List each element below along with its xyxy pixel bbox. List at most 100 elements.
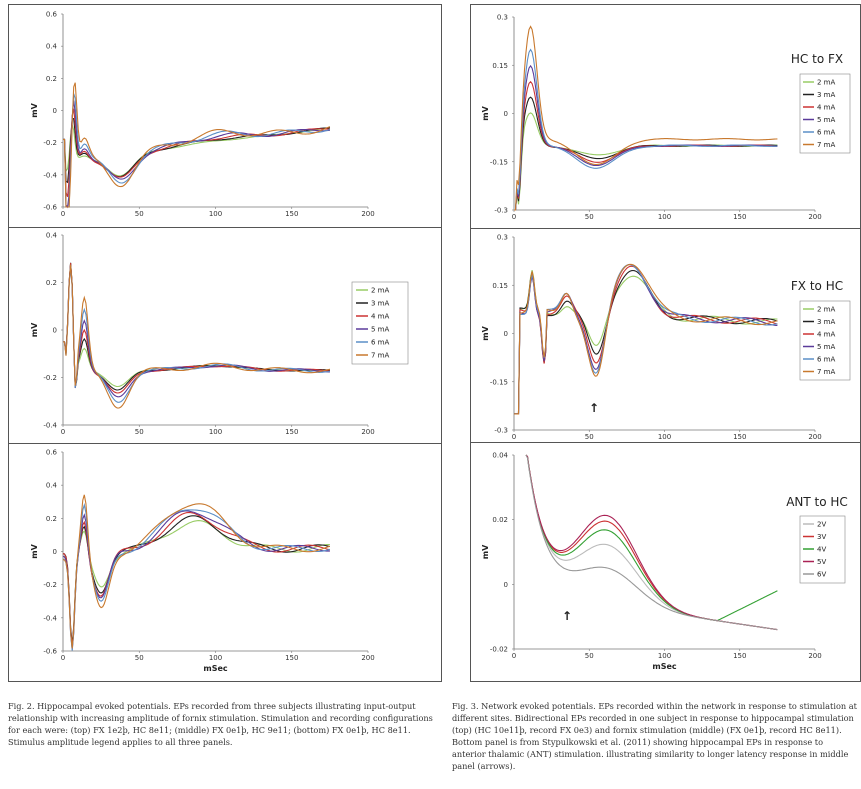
x-tick-label: 200	[808, 213, 821, 221]
arrow-annotation: ↑	[562, 609, 572, 623]
y-axis-label: mV	[30, 102, 39, 117]
legend-label: 7 mA	[371, 352, 389, 360]
y-tick-label: 0.2	[46, 279, 57, 287]
series-line-3ma	[514, 269, 778, 415]
legend-label: 3V	[817, 533, 826, 541]
legend-label: 3 mA	[371, 300, 389, 308]
y-tick-label: 0.04	[492, 452, 508, 460]
fig3-caption: Fig. 3. Network evoked potentials. EPs r…	[452, 700, 857, 772]
panel-title: ANT to HC	[786, 495, 848, 509]
series-line-6ma	[514, 264, 778, 415]
fig3-frame	[470, 4, 861, 682]
series-line-6ma	[514, 48, 778, 211]
fig2-separator-1	[8, 227, 442, 228]
x-tick-label: 50	[585, 213, 594, 221]
y-tick-label: 0.15	[492, 62, 508, 70]
y-tick-label: 0.3	[497, 234, 508, 242]
y-axis-label: mV	[481, 105, 490, 120]
legend-label: 3 mA	[817, 318, 835, 326]
legend-label: 6 mA	[817, 129, 835, 137]
legend-label: 2 mA	[817, 306, 835, 314]
y-tick-label: 0.02	[492, 516, 508, 524]
fig3-separator-2	[470, 442, 861, 443]
series-line-v5	[525, 454, 778, 631]
x-tick-label: 100	[658, 433, 671, 441]
panel-title: FX to HC	[791, 279, 843, 293]
y-axis-label: mV	[481, 544, 490, 559]
series-line-v3	[525, 454, 778, 631]
x-tick-label: 0	[61, 654, 65, 662]
x-tick-label: 150	[285, 210, 298, 218]
x-tick-label: 150	[733, 213, 746, 221]
legend-label: 5 mA	[817, 116, 835, 124]
series-line-v6	[525, 454, 778, 631]
y-tick-label: 0.2	[46, 515, 57, 523]
series-line-7ma	[63, 82, 331, 208]
series-line-7ma	[514, 25, 778, 211]
y-axis-label: mV	[30, 322, 39, 337]
x-tick-label: 0	[61, 210, 65, 218]
y-tick-label: -0.2	[43, 139, 57, 147]
x-axis-label: mSec	[203, 664, 228, 673]
series-line-4ma	[63, 263, 330, 394]
y-tick-label: 0.2	[46, 75, 57, 83]
x-tick-label: 50	[585, 433, 594, 441]
fig2-separator-2	[8, 443, 442, 444]
x-tick-label: 50	[135, 654, 144, 662]
y-tick-label: 0	[53, 548, 57, 556]
y-tick-label: 0.4	[46, 482, 58, 490]
y-tick-label: -0.3	[494, 427, 508, 435]
legend-label: 3 mA	[817, 91, 835, 99]
series-line-2ma	[514, 112, 778, 211]
y-tick-label: 0.4	[46, 43, 58, 51]
series-line-5ma	[63, 100, 330, 209]
series-line-2ma	[514, 269, 778, 415]
series-line-4ma	[62, 511, 331, 647]
legend-label: 4 mA	[817, 104, 835, 112]
series-line-5ma	[514, 64, 778, 211]
x-tick-label: 200	[361, 210, 374, 218]
x-tick-label: 200	[808, 433, 821, 441]
y-tick-label: -0.02	[490, 646, 508, 654]
y-tick-label: 0	[53, 327, 57, 335]
y-tick-label: -0.2	[43, 374, 57, 382]
series-line-5ma	[62, 510, 330, 650]
legend-label: 2 mA	[371, 287, 389, 295]
fig2-caption-label: Fig. 2.	[8, 701, 35, 711]
legend-label: 4 mA	[817, 331, 835, 339]
y-tick-label: 0	[504, 110, 508, 118]
series-line-4ma	[514, 265, 778, 415]
y-tick-label: -0.6	[43, 648, 57, 656]
series-line-2ma	[63, 124, 330, 177]
x-tick-label: 0	[512, 433, 516, 441]
series-line-3ma	[62, 515, 331, 645]
arrow-annotation: ↑	[589, 401, 599, 415]
x-tick-label: 200	[361, 654, 374, 662]
panel-title: HC to FX	[791, 52, 843, 66]
legend-label: 6V	[817, 571, 826, 579]
fig3-caption-label: Fig. 3.	[452, 701, 479, 711]
fig2-caption-text: Hippocampal evoked potentials. EPs recor…	[8, 701, 433, 747]
series-line-5ma	[514, 263, 778, 415]
legend-box	[351, 281, 409, 365]
x-tick-label: 0	[512, 213, 516, 221]
series-line-4ma	[514, 80, 778, 211]
y-tick-label: -0.4	[43, 422, 57, 430]
series-line-7ma	[63, 264, 331, 409]
x-tick-label: 50	[135, 428, 144, 436]
x-tick-label: 150	[733, 433, 746, 441]
x-tick-label: 100	[658, 213, 671, 221]
y-tick-label: 0.6	[46, 449, 58, 457]
y-tick-label: 0.15	[492, 282, 508, 290]
series-line-3ma	[63, 118, 330, 184]
series-line-7ma	[514, 263, 778, 415]
series-line-v2	[525, 454, 778, 631]
y-tick-label: -0.4	[43, 614, 57, 622]
legend-label: 6 mA	[371, 339, 389, 347]
legend-box	[799, 73, 851, 154]
legend-label: 5V	[817, 558, 826, 566]
y-tick-label: -0.3	[494, 207, 508, 215]
series-line-6ma	[63, 265, 331, 403]
legend-label: 2 mA	[817, 79, 835, 87]
y-axis-label: mV	[481, 325, 490, 340]
